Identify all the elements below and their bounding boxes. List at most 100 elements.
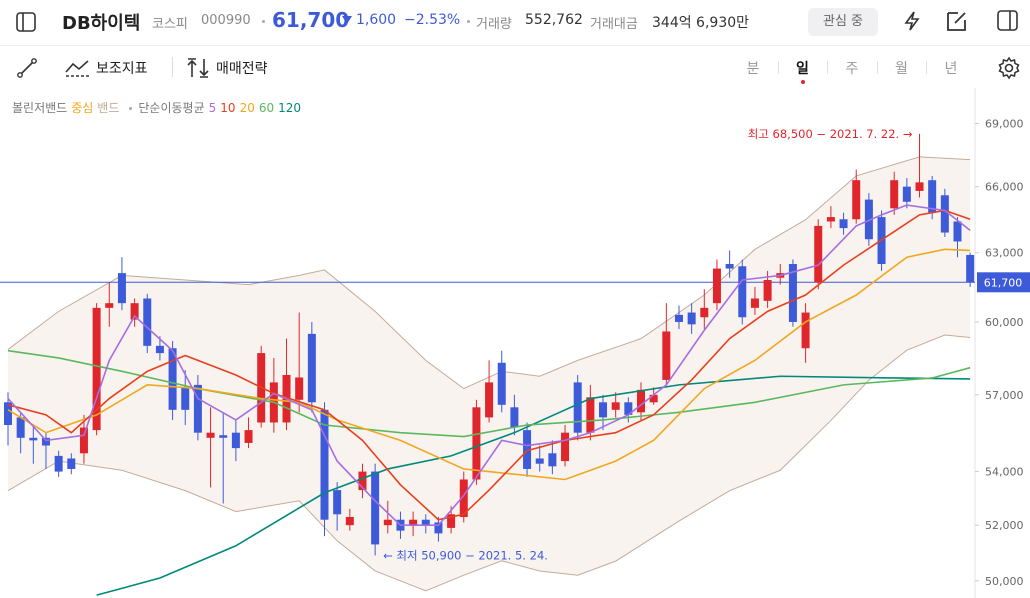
candle-body (54, 455, 63, 472)
period-tab[interactable]: 일 (796, 61, 809, 77)
candle-body (788, 264, 797, 322)
period-tab[interactable]: 월 (895, 61, 908, 77)
legend-item: 60 (258, 101, 275, 115)
candle-body (624, 402, 633, 415)
separator (467, 20, 470, 23)
candle-body (421, 519, 430, 526)
candle-body (447, 514, 456, 528)
period-tab[interactable]: 분 (746, 61, 760, 77)
volume: 552,762 (525, 12, 583, 28)
y-tick-label: 66,000 (985, 181, 1024, 194)
divider (876, 61, 878, 74)
candle-body (497, 362, 506, 405)
candle-body (41, 437, 50, 446)
price-label-box (977, 272, 1030, 293)
candle-body (307, 333, 316, 403)
band-fill (8, 156, 971, 591)
ma-line (7, 204, 971, 526)
panel-icon[interactable] (997, 10, 1019, 32)
candle-body (510, 407, 519, 428)
watch-button[interactable]: 관심 중 (808, 8, 878, 36)
candle-body (409, 519, 418, 526)
sidebar-icon[interactable] (16, 12, 36, 32)
legend-item: 20 (239, 101, 255, 115)
legend-label: 단순이동평균 (138, 101, 205, 115)
candle-body (383, 519, 392, 526)
divider (777, 61, 779, 74)
candle-body (105, 303, 114, 308)
indicator-icon[interactable] (64, 58, 92, 78)
candle-body (535, 458, 544, 464)
candle-body (763, 280, 772, 301)
legend-item: 10 (220, 101, 236, 115)
flash-icon[interactable] (900, 9, 924, 33)
candle-body (687, 312, 696, 325)
down-arrow (342, 16, 352, 24)
candle-body (193, 384, 202, 433)
candle-body (826, 217, 835, 222)
candle-body (168, 348, 177, 410)
amount: 344억 6,930만 (652, 15, 750, 31)
price-label: 61,700 (984, 276, 1023, 289)
draw-icon[interactable] (16, 57, 38, 79)
candle-body (599, 402, 608, 418)
candle-body (472, 407, 481, 480)
period-tab[interactable]: 주 (845, 61, 859, 77)
candle-body (320, 409, 329, 520)
selected-dot (800, 80, 805, 84)
price: 61,700 (272, 8, 350, 32)
candle-body (662, 331, 671, 380)
candle-body (130, 303, 139, 320)
candle-body (649, 394, 658, 403)
candle-body (573, 382, 582, 433)
strategy-icon[interactable] (186, 57, 212, 79)
candle-body (434, 522, 443, 534)
candle-body (940, 195, 949, 233)
y-tick-label: 69,000 (985, 118, 1024, 131)
candle-body (586, 397, 595, 433)
period-tab[interactable]: 년 (944, 61, 958, 77)
candle-body (864, 199, 873, 240)
ma-line (7, 209, 971, 521)
strategy[interactable]: 매매전략 (216, 61, 268, 77)
ma-line (7, 349, 971, 438)
candle-body (206, 432, 215, 438)
candle-body (890, 180, 899, 209)
ma-line (7, 248, 971, 481)
candle-body (244, 430, 253, 443)
y-tick-label: 57,000 (985, 389, 1024, 402)
legend-item: 밴드 (97, 101, 120, 115)
separator (262, 20, 265, 23)
candle-body (181, 387, 190, 410)
change-rate: −2.53% (404, 12, 461, 28)
candle-body (117, 273, 126, 304)
candle-body (231, 432, 240, 449)
volume-label: 거래량 (476, 17, 512, 32)
y-tick-label: 52,000 (985, 519, 1024, 532)
candle-body (219, 435, 228, 438)
candle-body (700, 307, 709, 318)
candle-body (915, 182, 924, 191)
legend-item: 120 (278, 101, 302, 115)
candle-body (637, 389, 645, 413)
divider (172, 57, 173, 77)
candle-body (966, 254, 975, 283)
candle-body (548, 453, 557, 467)
legend-item: 5 (208, 101, 217, 115)
candle-body (92, 307, 101, 431)
edit-icon[interactable] (945, 9, 969, 33)
candle-body (738, 266, 747, 318)
change: 1,600 (356, 12, 397, 28)
legend: 볼린저밴드 중심 밴드 단순이동평균 5 10 20 60 120 (12, 99, 305, 116)
candle-body (561, 432, 570, 462)
settings-icon[interactable] (997, 56, 1021, 80)
candle-body (852, 180, 861, 220)
y-tick-label: 54,000 (985, 466, 1024, 479)
candle-body (371, 471, 380, 545)
candle-body (345, 516, 354, 526)
indicators[interactable]: 보조지표 (96, 61, 148, 77)
candle-body (143, 298, 152, 346)
y-tick-label: 50,000 (985, 575, 1024, 588)
legend-item: 중심 (71, 101, 94, 115)
band-lower (7, 334, 971, 592)
